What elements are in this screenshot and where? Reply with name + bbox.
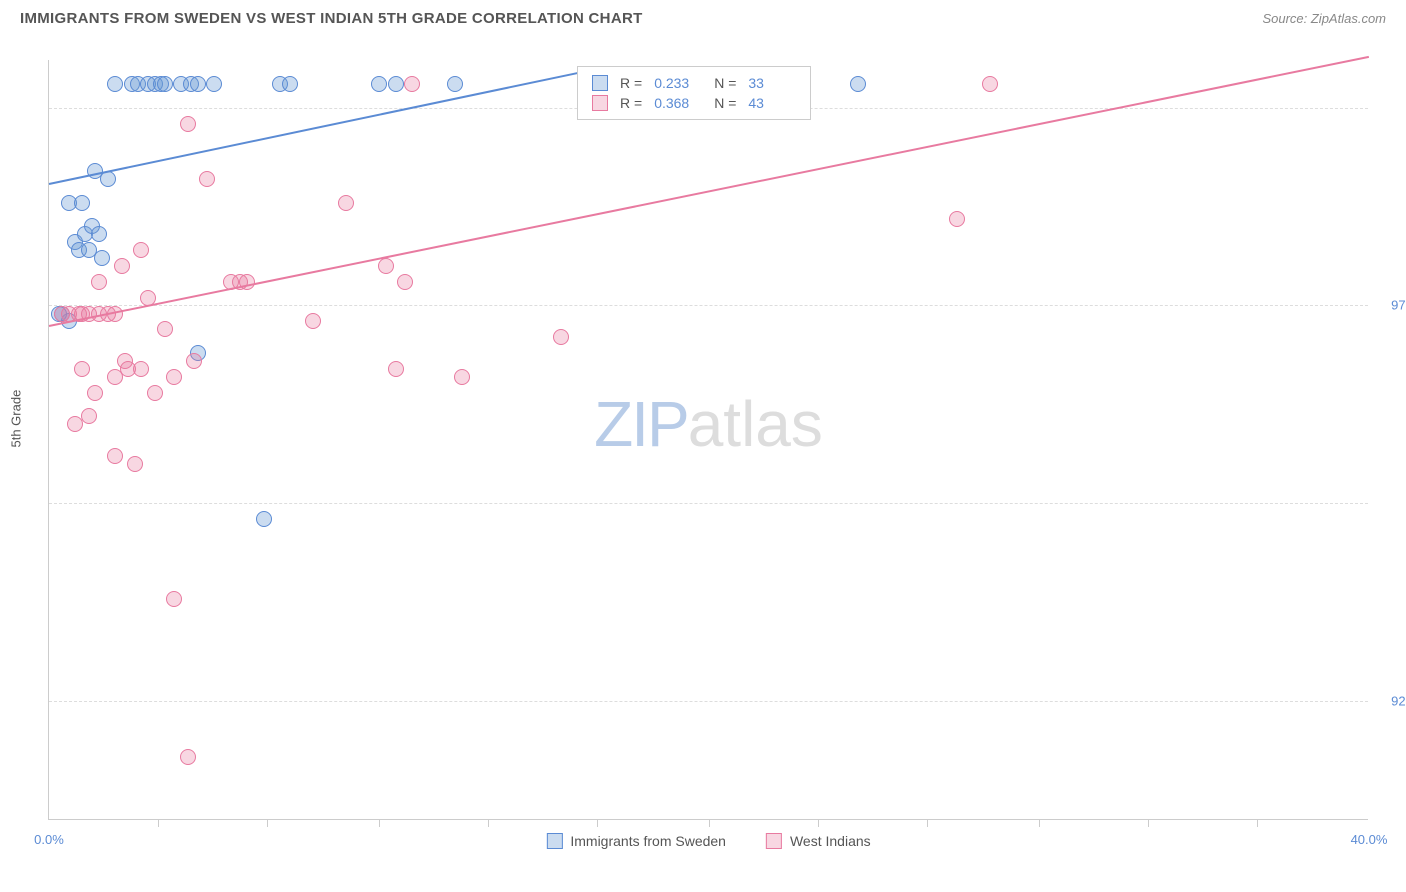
legend-swatch (766, 833, 782, 849)
stat-n-value: 33 (748, 75, 796, 91)
x-tick (379, 819, 380, 827)
x-tick (267, 819, 268, 827)
legend-label: Immigrants from Sweden (570, 833, 726, 849)
stat-n-value: 43 (748, 95, 796, 111)
data-point (91, 226, 107, 242)
legend-item: West Indians (766, 833, 871, 849)
data-point (338, 195, 354, 211)
data-point (147, 385, 163, 401)
stats-row: R = 0.233 N = 33 (592, 73, 796, 93)
data-point (87, 385, 103, 401)
legend-label: West Indians (790, 833, 871, 849)
data-point (117, 353, 133, 369)
data-point (157, 321, 173, 337)
x-tick (1039, 819, 1040, 827)
data-point (454, 369, 470, 385)
x-tick (1148, 819, 1149, 827)
y-axis-label: 5th Grade (9, 390, 24, 448)
watermark: ZIPatlas (594, 387, 823, 461)
data-point (199, 171, 215, 187)
x-tick (488, 819, 489, 827)
stat-r-value: 0.233 (654, 75, 702, 91)
data-point (166, 591, 182, 607)
x-tick (158, 819, 159, 827)
data-point (388, 361, 404, 377)
data-point (166, 369, 182, 385)
data-point (180, 749, 196, 765)
data-point (107, 76, 123, 92)
data-point (371, 76, 387, 92)
chart-header: IMMIGRANTS FROM SWEDEN VS WEST INDIAN 5T… (0, 0, 1406, 35)
stat-r-label: R = (620, 95, 642, 111)
data-point (91, 274, 107, 290)
watermark-atlas: atlas (688, 388, 823, 460)
stats-row: R = 0.368 N = 43 (592, 93, 796, 113)
x-tick (709, 819, 710, 827)
data-point (81, 408, 97, 424)
data-point (180, 116, 196, 132)
series-swatch (592, 95, 608, 111)
y-tick-label: 92.5% (1391, 694, 1406, 709)
x-tick (1257, 819, 1258, 827)
data-point (190, 76, 206, 92)
stats-box: R = 0.233 N = 33 R = 0.368 N = 43 (577, 66, 811, 120)
data-point (305, 313, 321, 329)
scatter-plot: ZIPatlas 92.5%97.5%0.0%40.0%R = 0.233N =… (48, 60, 1368, 820)
watermark-zip: ZIP (594, 388, 688, 460)
x-tick (927, 819, 928, 827)
data-point (404, 76, 420, 92)
data-point (553, 329, 569, 345)
stat-n-label: N = (714, 95, 736, 111)
legend-swatch (546, 833, 562, 849)
data-point (94, 250, 110, 266)
data-point (388, 76, 404, 92)
data-point (282, 76, 298, 92)
x-tick-label: 40.0% (1351, 832, 1388, 847)
series-swatch (592, 75, 608, 91)
y-tick-label: 97.5% (1391, 298, 1406, 313)
data-point (378, 258, 394, 274)
data-point (157, 76, 173, 92)
gridline (49, 305, 1368, 306)
gridline (49, 503, 1368, 504)
x-tick-label: 0.0% (34, 832, 64, 847)
chart-title: IMMIGRANTS FROM SWEDEN VS WEST INDIAN 5T… (20, 10, 643, 27)
data-point (133, 242, 149, 258)
data-point (133, 361, 149, 377)
data-point (74, 195, 90, 211)
data-point (397, 274, 413, 290)
data-point (74, 361, 90, 377)
gridline (49, 701, 1368, 702)
source-label: Source: ZipAtlas.com (1262, 11, 1386, 26)
data-point (114, 258, 130, 274)
data-point (949, 211, 965, 227)
data-point (206, 76, 222, 92)
legend-item: Immigrants from Sweden (546, 833, 726, 849)
data-point (850, 76, 866, 92)
bottom-legend: Immigrants from Sweden West Indians (546, 833, 870, 849)
x-tick (597, 819, 598, 827)
stat-r-label: R = (620, 75, 642, 91)
data-point (256, 511, 272, 527)
x-tick (818, 819, 819, 827)
stat-n-label: N = (714, 75, 736, 91)
data-point (107, 448, 123, 464)
data-point (186, 353, 202, 369)
data-point (127, 456, 143, 472)
chart-area: ZIPatlas 92.5%97.5%0.0%40.0%R = 0.233N =… (48, 60, 1368, 820)
data-point (982, 76, 998, 92)
stat-r-value: 0.368 (654, 95, 702, 111)
data-point (447, 76, 463, 92)
